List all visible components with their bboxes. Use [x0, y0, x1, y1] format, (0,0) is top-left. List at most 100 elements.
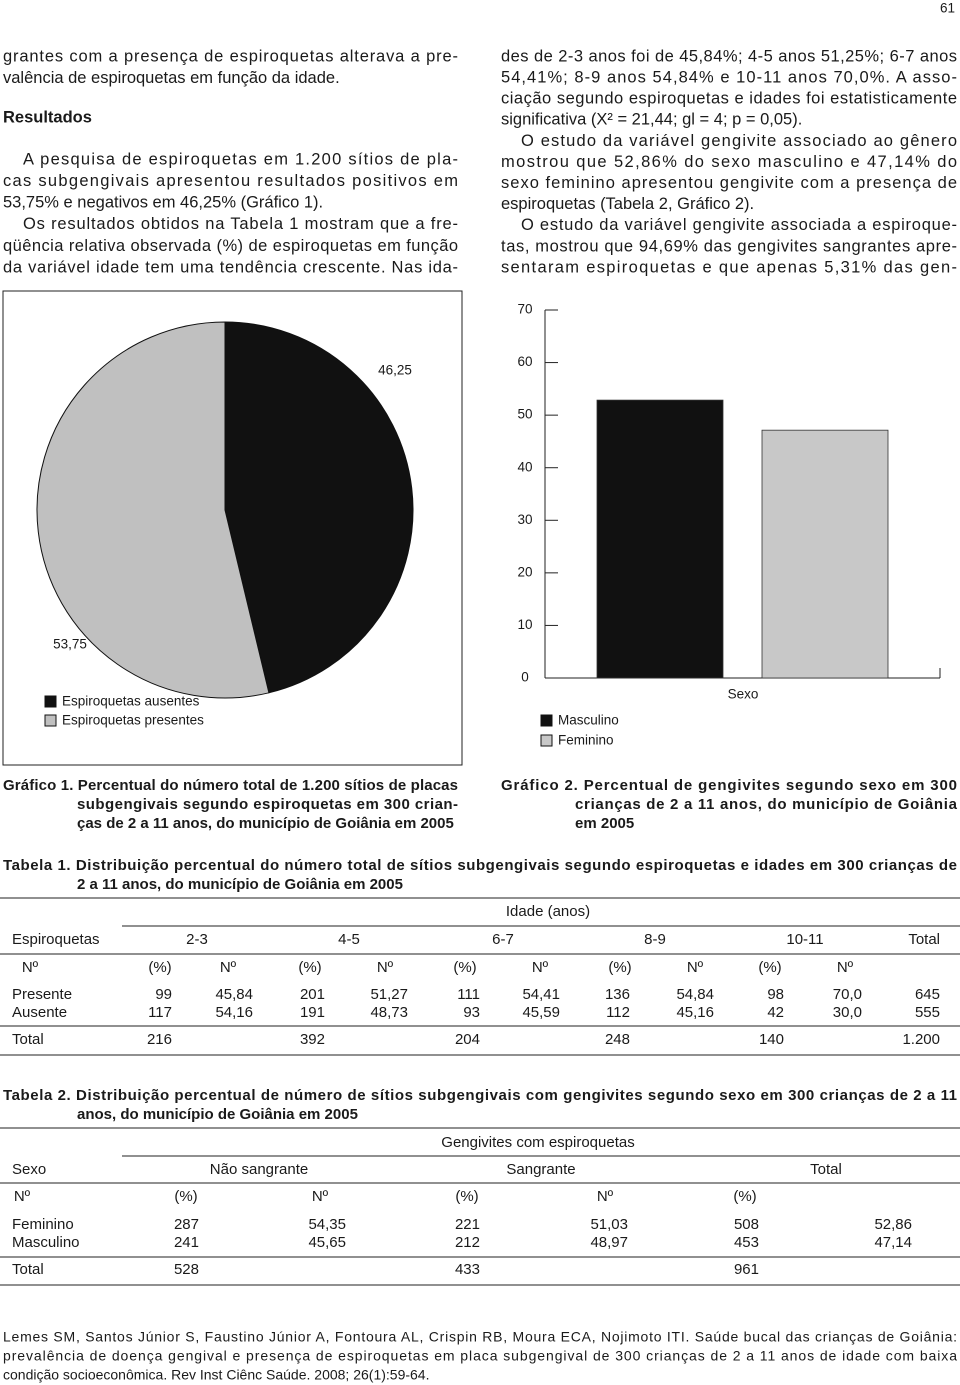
table-cell: Nº	[22, 959, 39, 976]
table-title: 2 a 11 anos, do município de Goiânia em …	[77, 876, 403, 893]
table-cell: (%)	[174, 1188, 197, 1205]
table-cell: 45,84	[215, 986, 253, 1003]
table-cell: Feminino	[12, 1216, 74, 1233]
table-cell: 453	[734, 1234, 759, 1251]
table-cell: 555	[915, 1004, 940, 1021]
body-line: O estudo da variável gengivite associado…	[521, 132, 957, 150]
table-cell: 112	[606, 1004, 630, 1021]
body-line: tas, mostrou que 94,69% das gengivites s…	[501, 237, 957, 255]
x-axis-label: Sexo	[728, 687, 759, 702]
table-cell: 70,0	[833, 986, 862, 1003]
bar	[596, 399, 724, 679]
body-line: O estudo da variável gengivite associada…	[521, 216, 957, 234]
y-tick-label: 30	[517, 512, 532, 527]
table-cell: Nº	[14, 1188, 31, 1205]
table-cell: Idade (anos)	[506, 903, 590, 920]
section-heading: Resultados	[3, 108, 92, 126]
table-cell: Presente	[12, 986, 72, 1003]
table-cell: 45,65	[308, 1234, 346, 1251]
body-line: A pesquisa de espiroquetas em 1.200 síti…	[23, 150, 458, 168]
table-cell: 961	[734, 1261, 759, 1278]
body-line: significativa (X² = 21,44; gl = 4; p = 0…	[501, 111, 802, 129]
body-line: ciação segundo espiroquetas e idades foi…	[501, 90, 957, 108]
table-cell: 54,35	[308, 1216, 346, 1233]
y-tick-label: 40	[517, 459, 532, 474]
table-cell: Total	[908, 931, 940, 948]
table-cell: 221	[455, 1216, 480, 1233]
table-cell: 508	[734, 1216, 759, 1233]
table-cell: 48,97	[590, 1234, 628, 1251]
pie-slice	[224, 321, 414, 694]
table-cell: 98	[767, 986, 784, 1003]
reference-line: Lemes SM, Santos Júnior S, Faustino Júni…	[3, 1329, 957, 1345]
table-cell: Ausente	[12, 1004, 67, 1021]
table-cell: 54,16	[215, 1004, 253, 1021]
table-cell: Nº	[687, 959, 704, 976]
table-cell: 30,0	[833, 1004, 862, 1021]
table-cell: (%)	[148, 959, 171, 976]
page-number: 61	[940, 1, 955, 16]
table-cell: 8-9	[644, 931, 666, 948]
legend-swatch	[44, 695, 57, 708]
body-line: sexo feminino apresentou gengivite com a…	[501, 174, 957, 192]
table-cell: (%)	[608, 959, 631, 976]
pie-value-label: 53,75	[53, 637, 87, 652]
body-line: mostrou que 52,86% do sexo masculino e 4…	[501, 153, 957, 171]
table-cell: 140	[759, 1031, 784, 1048]
table-cell: Masculino	[12, 1234, 80, 1251]
table-cell: 10-11	[786, 931, 823, 948]
table-cell: Nº	[597, 1188, 614, 1205]
y-tick-label: 50	[517, 407, 532, 422]
table-cell: 51,27	[370, 986, 408, 1003]
y-tick-label: 20	[517, 564, 532, 579]
table-cell: 99	[155, 986, 172, 1003]
table-cell: 47,14	[874, 1234, 912, 1251]
table-cell: 54,84	[676, 986, 714, 1003]
pie-slice	[36, 321, 270, 699]
table-title: anos, do município de Goiânia em 2005	[77, 1106, 358, 1123]
table-cell: 1.200	[902, 1031, 940, 1048]
table-cell: 4-5	[338, 931, 360, 948]
pie-value-label: 46,25	[378, 363, 412, 378]
table-cell: Nº	[837, 959, 854, 976]
body-line: cas subgengivais apresentou resultados p…	[3, 172, 458, 190]
table-cell: 6-7	[492, 931, 514, 948]
body-line: Os resultados obtidos na Tabela 1 mostra…	[23, 215, 458, 233]
table-cell: Total	[810, 1161, 842, 1178]
table-cell: Nº	[377, 959, 394, 976]
y-tick-label: 0	[521, 670, 529, 685]
table-cell: 241	[174, 1234, 199, 1251]
legend-label: Espiroquetas presentes	[62, 713, 204, 728]
body-line: qüência relativa observada (%) de espiro…	[3, 237, 458, 255]
table-cell: Nº	[220, 959, 237, 976]
table-cell: 216	[147, 1031, 172, 1048]
table-cell: Nº	[312, 1188, 329, 1205]
body-line: des de 2-3 anos foi de 45,84%; 4-5 anos …	[501, 47, 957, 65]
table-cell: Sangrante	[506, 1161, 575, 1178]
y-tick-label: 70	[517, 302, 532, 317]
bar	[761, 429, 889, 679]
table-cell: Gengivites com espiroquetas	[441, 1134, 634, 1151]
table-cell: 191	[300, 1004, 325, 1021]
table-title: Tabela 2. Distribuição percentual de núm…	[3, 1087, 957, 1104]
pie-frame	[2, 290, 463, 766]
legend-swatch	[540, 714, 553, 727]
table-cell: Total	[12, 1261, 44, 1278]
table-cell: 52,86	[874, 1216, 912, 1233]
y-tick-label: 10	[517, 617, 532, 632]
body-line: da variável idade tem uma tendência cres…	[3, 258, 458, 276]
table-cell: 42	[767, 1004, 784, 1021]
legend-swatch	[44, 714, 57, 727]
table-cell: 287	[174, 1216, 199, 1233]
table-cell: Sexo	[12, 1161, 46, 1178]
legend-label: Masculino	[558, 713, 619, 728]
body-line: valência de espiroquetas em função da id…	[3, 69, 340, 87]
body-line: 53,75% e negativos em 46,25% (Gráfico 1)…	[3, 194, 323, 212]
body-line: grantes com a presença de espiroquetas a…	[3, 47, 458, 65]
figure-caption: Gráfico 1. Percentual do número total de…	[3, 777, 458, 794]
figure-caption: crianças de 2 a 11 anos, do município de…	[575, 796, 958, 813]
table-cell: 645	[915, 986, 940, 1003]
table-cell: 54,41	[522, 986, 560, 1003]
body-line: sentaram espiroquetas e que apenas 5,31%…	[501, 258, 957, 276]
table-cell: 433	[455, 1261, 480, 1278]
